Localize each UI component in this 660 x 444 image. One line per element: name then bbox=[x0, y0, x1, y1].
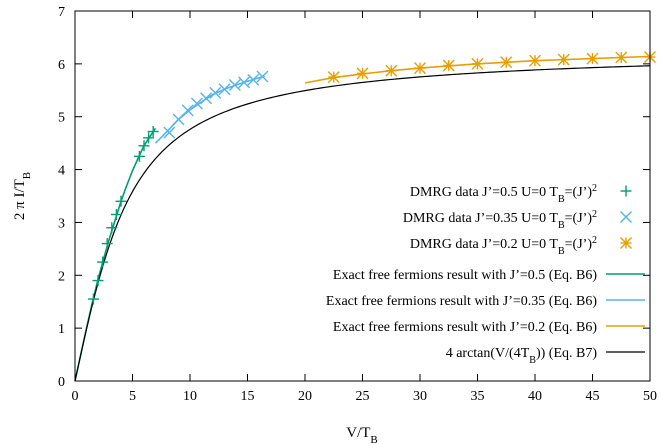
legend: DMRG data J’=0.5 U=0 TB=(J’)2 DMRG data … bbox=[326, 183, 645, 366]
ticks bbox=[74, 10, 651, 382]
legend-samples bbox=[606, 185, 645, 353]
y-tick-label: 0 bbox=[58, 375, 65, 390]
data-point bbox=[147, 126, 159, 138]
x-tick-label: 40 bbox=[528, 389, 542, 404]
data-point bbox=[586, 52, 599, 65]
y-tick-label: 3 bbox=[58, 216, 65, 231]
y-tick-label: 1 bbox=[58, 322, 65, 337]
data-point bbox=[228, 79, 241, 91]
data-point bbox=[557, 53, 570, 66]
data-point bbox=[247, 73, 260, 86]
data-point bbox=[143, 132, 155, 144]
data-point bbox=[442, 59, 455, 72]
y-tick-label: 7 bbox=[58, 5, 65, 20]
data-point bbox=[238, 76, 251, 89]
data-point bbox=[92, 275, 104, 287]
legend-label-dmrg-02: DMRG data J’=0.2 U=0 TB=(J’)2 bbox=[410, 235, 597, 257]
series-line-6 bbox=[74, 65, 651, 382]
data-point bbox=[256, 70, 269, 83]
data-point bbox=[110, 209, 122, 220]
data-point bbox=[500, 56, 513, 69]
data-point bbox=[190, 97, 203, 110]
y-tick-label: 5 bbox=[58, 111, 65, 126]
data-point bbox=[356, 67, 369, 80]
data-point bbox=[471, 57, 484, 70]
data-point bbox=[529, 54, 541, 67]
data-point bbox=[97, 256, 109, 268]
data-point bbox=[163, 126, 176, 139]
legend-label-exact-05: Exact free fermions result with J’=0.5 (… bbox=[333, 268, 597, 283]
data-point bbox=[115, 195, 127, 207]
x-tick-label: 45 bbox=[586, 389, 600, 404]
legend-label-exact-035: Exact free fermions result with J’=0.35 … bbox=[326, 294, 597, 309]
y-tick-label: 6 bbox=[58, 58, 65, 73]
data-point bbox=[87, 293, 99, 305]
x-axis-label: V/TB bbox=[346, 425, 378, 444]
x-tick-label: 30 bbox=[413, 389, 427, 404]
legend-sample-marker-1 bbox=[620, 211, 632, 223]
x-tick-label: 20 bbox=[298, 389, 312, 404]
data-point bbox=[101, 238, 113, 250]
x-tick-label: 15 bbox=[241, 389, 255, 404]
x-tick-label: 5 bbox=[129, 389, 136, 404]
data-point bbox=[218, 83, 231, 96]
legend-label-dmrg-035: DMRG data J’=0.35 U=0 TB=(J’)2 bbox=[403, 209, 597, 231]
data-point bbox=[209, 86, 222, 99]
legend-label-exact-02: Exact free fermions result with J’=0.2 (… bbox=[333, 320, 597, 335]
plot-points bbox=[87, 50, 656, 305]
data-point bbox=[615, 51, 628, 64]
legend-sample-marker-0 bbox=[620, 185, 632, 197]
data-point bbox=[327, 71, 340, 84]
legend-label-dmrg-05: DMRG data J’=0.5 U=0 TB=(J’)2 bbox=[410, 183, 597, 205]
data-point bbox=[385, 64, 398, 77]
x-tick-label: 35 bbox=[471, 389, 485, 404]
x-tick-label: 50 bbox=[643, 389, 657, 404]
y-tick-label: 2 bbox=[58, 269, 65, 284]
data-point bbox=[414, 62, 426, 75]
legend-label-arctan: 4 arctan(V/(4TB)) (Eq. B7) bbox=[446, 346, 598, 366]
data-point bbox=[106, 222, 118, 234]
legend-sample-marker-2 bbox=[620, 237, 632, 249]
x-tick-label: 25 bbox=[356, 389, 370, 404]
data-point bbox=[200, 92, 213, 105]
x-tick-label: 0 bbox=[72, 389, 79, 404]
x-tick-label: 10 bbox=[183, 389, 197, 404]
data-point bbox=[133, 150, 145, 162]
series-line-3 bbox=[74, 127, 157, 382]
y-tick-label: 4 bbox=[58, 164, 65, 179]
y-axis-label: 2 π I/TB bbox=[12, 172, 33, 220]
series-line-4 bbox=[154, 75, 265, 144]
data-point bbox=[138, 140, 150, 152]
data-point bbox=[181, 104, 194, 117]
